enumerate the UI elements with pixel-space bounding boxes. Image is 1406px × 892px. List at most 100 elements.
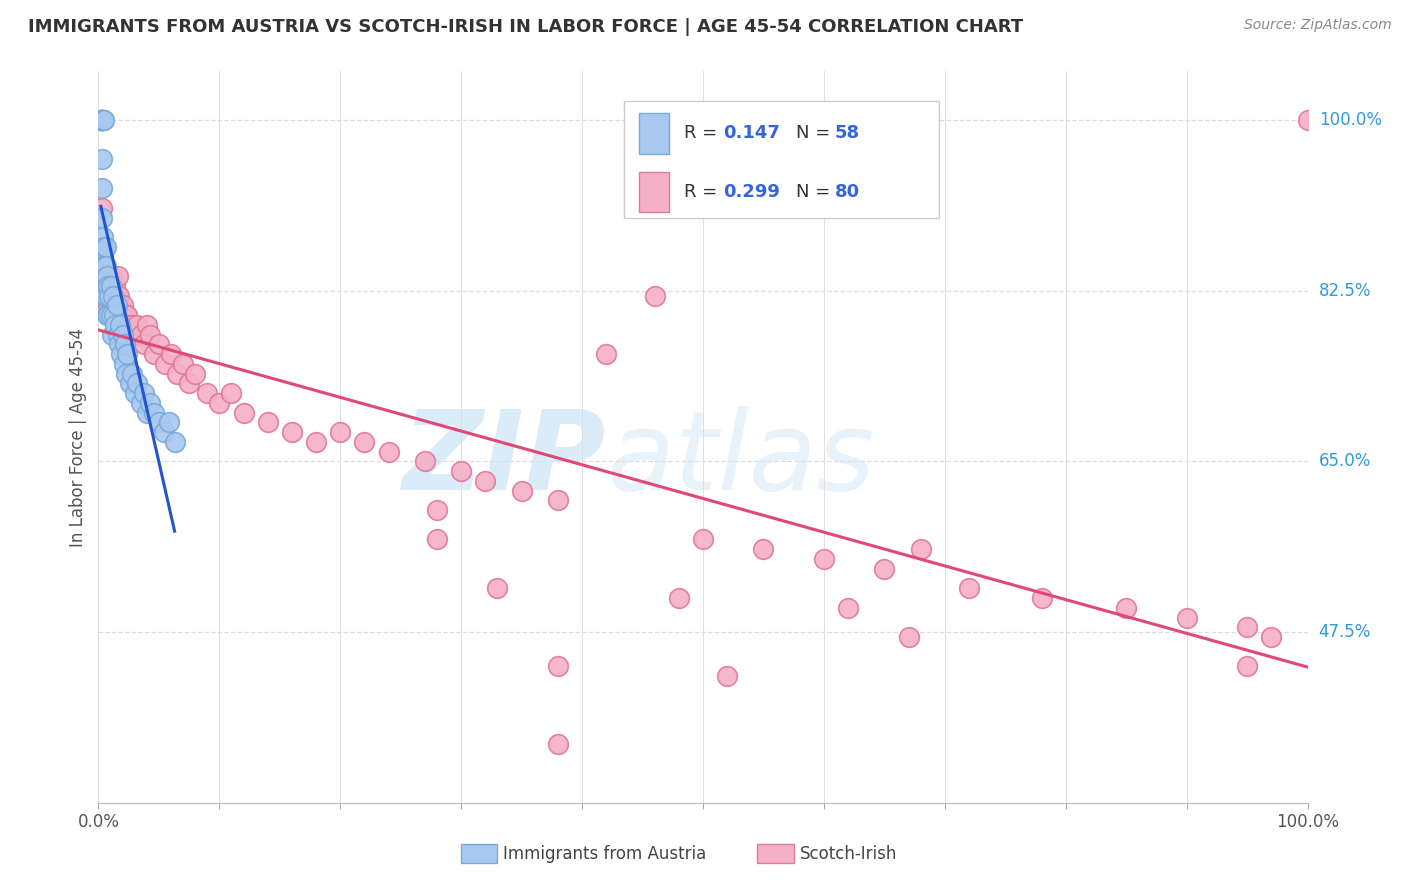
Point: [91, 230, 114, 244]
Point: [90, 113, 112, 128]
Point: [157, 416, 180, 430]
Point: [377, 444, 399, 458]
Point: [256, 416, 278, 430]
Point: [110, 347, 132, 361]
Point: [1260, 630, 1282, 644]
Point: [644, 288, 666, 302]
Text: 0.147: 0.147: [724, 124, 780, 143]
Point: [143, 406, 166, 420]
Point: [129, 396, 152, 410]
Point: [873, 562, 896, 576]
Point: [121, 367, 143, 381]
Point: [103, 308, 125, 322]
Point: [108, 337, 131, 351]
Point: [94, 279, 117, 293]
Point: [91, 269, 114, 284]
Text: 80: 80: [835, 183, 860, 201]
Text: N =: N =: [796, 183, 837, 201]
Point: [91, 113, 114, 128]
Point: [91, 250, 114, 264]
Point: [91, 201, 114, 215]
Point: [96, 288, 118, 302]
Point: [93, 260, 115, 274]
Point: [135, 318, 157, 332]
Point: [91, 181, 114, 195]
Point: [91, 113, 114, 128]
Point: [353, 434, 375, 449]
Point: [547, 493, 569, 508]
Bar: [461, 845, 498, 863]
Point: [97, 279, 120, 293]
Point: [110, 308, 132, 322]
Point: [105, 288, 128, 302]
Point: [121, 318, 143, 332]
Point: [90, 113, 112, 128]
Text: Source: ZipAtlas.com: Source: ZipAtlas.com: [1244, 18, 1392, 32]
Text: atlas: atlas: [606, 406, 875, 513]
Point: [179, 376, 201, 391]
Point: [114, 308, 136, 322]
Point: [93, 240, 115, 254]
Text: R =: R =: [683, 124, 723, 143]
Point: [232, 406, 254, 420]
Text: 58: 58: [835, 124, 860, 143]
Point: [143, 347, 166, 361]
Point: [148, 416, 170, 430]
Text: Scotch-Irish: Scotch-Irish: [800, 845, 897, 863]
Point: [305, 434, 328, 449]
Point: [112, 357, 135, 371]
Point: [450, 464, 472, 478]
Point: [101, 288, 124, 302]
Point: [101, 288, 124, 302]
Point: [97, 308, 120, 322]
Point: [1115, 600, 1137, 615]
Point: [957, 581, 980, 595]
Point: [124, 386, 146, 401]
Point: [910, 542, 932, 557]
Point: [94, 240, 117, 254]
Point: [90, 269, 112, 284]
Point: [94, 260, 117, 274]
Point: [595, 347, 617, 361]
Point: [111, 298, 134, 312]
FancyBboxPatch shape: [624, 101, 939, 218]
Text: 82.5%: 82.5%: [1319, 282, 1371, 300]
Text: R =: R =: [683, 183, 723, 201]
Point: [111, 327, 134, 342]
Point: [118, 318, 141, 332]
Point: [172, 357, 194, 371]
Point: [103, 298, 125, 312]
Point: [107, 269, 129, 284]
Point: [1236, 620, 1258, 634]
Point: [668, 591, 690, 605]
Point: [108, 318, 131, 332]
Point: [93, 113, 115, 128]
Point: [510, 483, 533, 498]
Point: [152, 425, 174, 440]
Point: [184, 367, 207, 381]
Point: [97, 298, 120, 312]
Point: [91, 113, 114, 128]
Point: [163, 434, 186, 449]
Point: [127, 318, 149, 332]
Point: [118, 376, 141, 391]
Point: [752, 542, 775, 557]
Point: [104, 279, 127, 293]
Point: [329, 425, 352, 440]
Point: [148, 337, 170, 351]
Point: [96, 308, 118, 322]
Point: [100, 308, 122, 322]
Point: [134, 386, 156, 401]
Point: [139, 396, 162, 410]
Point: [91, 113, 114, 128]
Point: [221, 386, 243, 401]
Text: ZIP: ZIP: [402, 406, 606, 513]
Point: [134, 337, 156, 351]
Point: [93, 288, 115, 302]
Point: [139, 327, 162, 342]
Point: [547, 737, 569, 751]
Point: [897, 630, 920, 644]
Point: [100, 279, 122, 293]
Point: [91, 152, 114, 166]
Point: [160, 347, 183, 361]
